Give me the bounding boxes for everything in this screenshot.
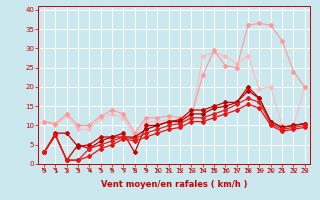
X-axis label: Vent moyen/en rafales ( km/h ): Vent moyen/en rafales ( km/h ) bbox=[101, 180, 248, 189]
